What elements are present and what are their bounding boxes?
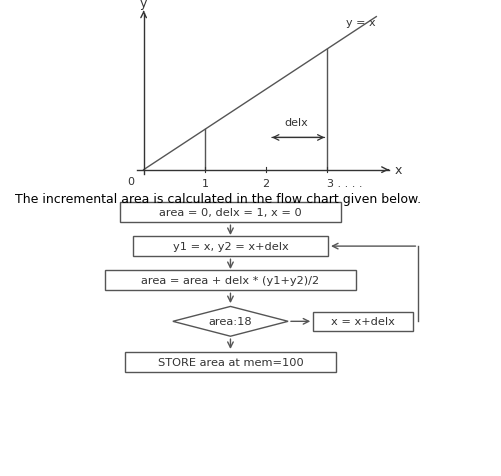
Text: 0: 0 xyxy=(127,176,134,186)
Text: y1 = x, y2 = x+delx: y1 = x, y2 = x+delx xyxy=(172,242,289,252)
Text: STORE area at mem=100: STORE area at mem=100 xyxy=(158,357,303,367)
Text: x: x xyxy=(395,164,402,177)
Text: y = x: y = x xyxy=(346,18,375,28)
Text: delx: delx xyxy=(285,118,309,128)
Text: area:18: area:18 xyxy=(208,317,253,327)
FancyBboxPatch shape xyxy=(120,202,341,223)
Text: area = area + delx * (y1+y2)/2: area = area + delx * (y1+y2)/2 xyxy=(141,276,320,286)
Polygon shape xyxy=(173,307,288,337)
Text: 2: 2 xyxy=(263,178,270,188)
Text: area = 0, delx = 1, x = 0: area = 0, delx = 1, x = 0 xyxy=(159,208,302,218)
Text: 1: 1 xyxy=(201,178,208,188)
Text: The incremental area is calculated in the flow chart given below.: The incremental area is calculated in th… xyxy=(15,193,421,206)
FancyBboxPatch shape xyxy=(313,312,413,331)
FancyBboxPatch shape xyxy=(133,237,328,257)
Text: 3 . . . .: 3 . . . . xyxy=(327,178,363,188)
Text: y: y xyxy=(140,0,147,10)
Text: x = x+delx: x = x+delx xyxy=(331,317,395,327)
FancyBboxPatch shape xyxy=(125,352,336,373)
FancyBboxPatch shape xyxy=(105,270,356,291)
